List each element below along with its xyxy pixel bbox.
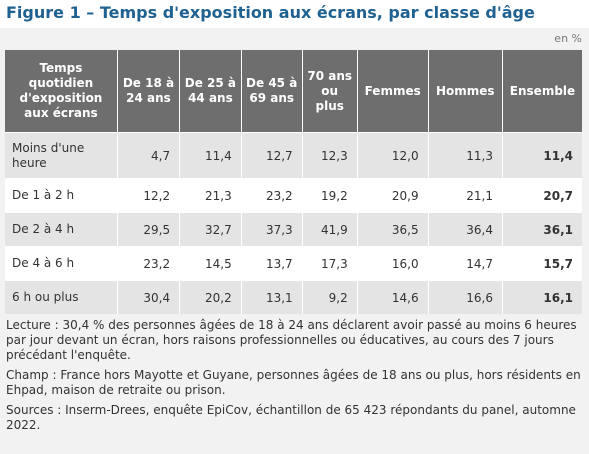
column-header: 70 ans ou plus xyxy=(301,50,358,133)
cell: 12,0 xyxy=(356,132,429,179)
cell: 13,7 xyxy=(240,246,303,281)
cell: 12,2 xyxy=(116,178,180,213)
cell: 19,2 xyxy=(301,178,358,213)
table-row: 6 h ou plus 30,4 20,2 13,1 9,2 14,6 16,6 16,1 xyxy=(5,280,582,314)
column-header: De 45 à 69 ans xyxy=(240,50,303,133)
cell: 21,1 xyxy=(427,178,503,213)
notes: Lecture : 30,4 % des personnes âgées de … xyxy=(0,314,589,433)
column-header: De 18 à 24 ans xyxy=(116,50,180,133)
table-body: Moins d'une heure 4,7 11,4 12,7 12,3 12,0 11,3… xyxy=(5,132,582,314)
cell: 9,2 xyxy=(301,280,358,314)
cell: 29,5 xyxy=(116,212,180,247)
cell: 14,6 xyxy=(356,280,429,314)
cell: 15,7 xyxy=(501,246,582,281)
cell: 11,4 xyxy=(501,132,582,179)
row-label: De 2 à 4 h xyxy=(5,212,118,247)
table-row: De 1 à 2 h 12,2 21,3 23,2 19,2 20,9 21,1 20,7 xyxy=(5,178,582,213)
note: Lecture : 30,4 % des personnes âgées de … xyxy=(6,318,577,362)
cell: 36,5 xyxy=(356,212,429,247)
column-header: Ensemble xyxy=(501,50,582,133)
unit: en % xyxy=(554,32,582,45)
column-header: Hommes xyxy=(427,50,503,133)
row-label: De 1 à 2 h xyxy=(5,178,118,213)
column-header: Femmes xyxy=(356,50,429,133)
cell: 16,0 xyxy=(356,246,429,281)
column-header: Temps quotidien d'exposition aux écrans xyxy=(5,50,118,133)
header-row: Temps quotidien d'exposition aux écrans D… xyxy=(5,50,582,133)
cell: 11,3 xyxy=(427,132,503,179)
cell: 16,6 xyxy=(427,280,503,314)
row-label: De 4 à 6 h xyxy=(5,246,118,281)
table-row: Moins d'une heure 4,7 11,4 12,7 12,3 12,0 11,3… xyxy=(5,132,582,179)
cell: 13,1 xyxy=(240,280,303,314)
cell: 16,1 xyxy=(501,280,582,314)
cell: 12,3 xyxy=(301,132,358,179)
title: Figure 1 – Temps d'exposition aux écrans… xyxy=(0,0,589,28)
table: Temps quotidien d'exposition aux écrans D… xyxy=(5,50,582,314)
cell: 23,2 xyxy=(116,246,180,281)
table-row: De 2 à 4 h 29,5 32,7 37,3 41,9 36,5 36,4 36,1 xyxy=(5,212,582,247)
cell: 14,7 xyxy=(427,246,503,281)
cell: 17,3 xyxy=(301,246,358,281)
cell: 36,4 xyxy=(427,212,503,247)
cell: 36,1 xyxy=(501,212,582,247)
cell: 37,3 xyxy=(240,212,303,247)
column-header: De 25 à 44 ans xyxy=(179,50,242,133)
cell: 20,2 xyxy=(179,280,242,314)
cell: 20,7 xyxy=(501,178,582,213)
note: Champ : France hors Mayotte et Guyane, p… xyxy=(6,368,581,397)
cell: 20,9 xyxy=(356,178,429,213)
table-row: De 4 à 6 h 23,2 14,5 13,7 17,3 16,0 14,7 15,7 xyxy=(5,246,582,281)
cell: 30,4 xyxy=(116,280,180,314)
cell: 11,4 xyxy=(179,132,242,179)
row-label: 6 h ou plus xyxy=(5,280,118,314)
row-label: Moins d'une heure xyxy=(5,132,118,179)
cell: 41,9 xyxy=(301,212,358,247)
cell: 21,3 xyxy=(179,178,242,213)
cell: 4,7 xyxy=(116,132,180,179)
cell: 23,2 xyxy=(240,178,303,213)
cell: 12,7 xyxy=(240,132,303,179)
cell: 14,5 xyxy=(179,246,242,281)
cell: 32,7 xyxy=(179,212,242,247)
note: Sources : Inserm-Drees, enquête EpiCov, … xyxy=(6,403,576,432)
